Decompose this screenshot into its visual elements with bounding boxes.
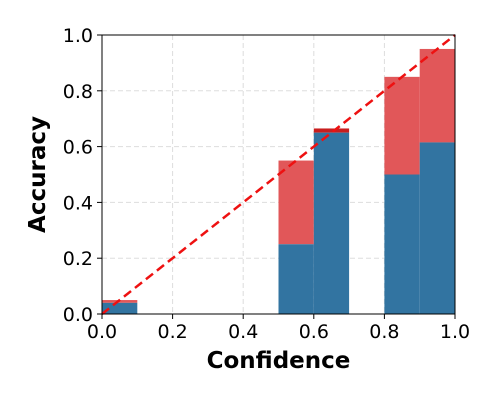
x-tick-label: 0.2 <box>157 321 187 343</box>
x-tick-label: 0.8 <box>369 321 399 343</box>
y-axis-label: Accuracy <box>25 116 51 233</box>
x-tick-label: 0.4 <box>228 321 258 343</box>
x-tick-label: 0.0 <box>87 321 117 343</box>
y-tick-label: 0.6 <box>63 137 93 159</box>
accuracy-bar <box>278 244 314 314</box>
y-tick-label: 0.8 <box>63 81 93 103</box>
x-axis-ticks: 0.0 0.2 0.4 0.6 0.8 1.0 <box>87 314 470 343</box>
plot-frame <box>101 34 456 315</box>
y-tick-label: 1.0 <box>63 25 93 47</box>
gap-bar <box>313 128 350 133</box>
accuracy-bar <box>313 132 350 314</box>
y-axis-ticks: 0.0 0.2 0.4 0.6 0.8 1.0 <box>63 25 102 326</box>
x-tick-label: 1.0 <box>440 321 470 343</box>
perfect-calibration-line <box>101 34 456 315</box>
y-tick-label: 0.2 <box>63 248 93 270</box>
gap-bar <box>278 160 314 245</box>
bars-group <box>102 48 455 314</box>
accuracy-bar <box>384 174 420 314</box>
gap-bar <box>384 76 420 175</box>
x-axis-label: Confidence <box>207 348 351 374</box>
accuracy-bar <box>102 302 138 314</box>
accuracy-bar <box>419 142 455 314</box>
x-tick-label: 0.6 <box>299 321 329 343</box>
y-tick-label: 0.0 <box>63 304 93 326</box>
gap-bar <box>419 48 455 143</box>
y-tick-label: 0.4 <box>63 192 93 214</box>
